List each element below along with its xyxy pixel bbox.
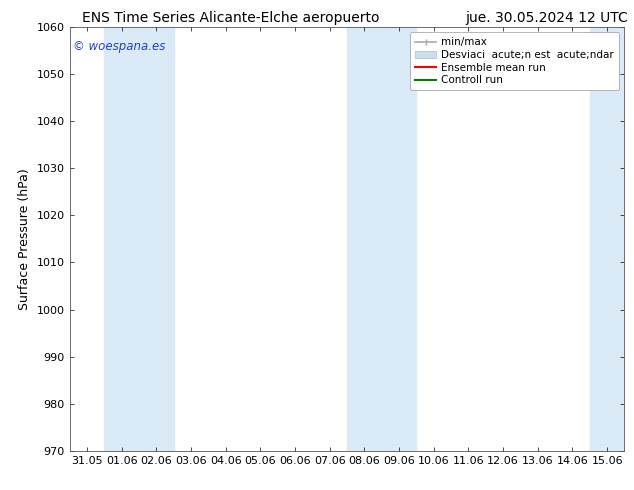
Legend: min/max, Desviaci  acute;n est  acute;ndar, Ensemble mean run, Controll run: min/max, Desviaci acute;n est acute;ndar… <box>410 32 619 90</box>
Y-axis label: Surface Pressure (hPa): Surface Pressure (hPa) <box>18 168 31 310</box>
Bar <box>590 27 624 451</box>
Text: jue. 30.05.2024 12 UTC: jue. 30.05.2024 12 UTC <box>465 11 628 25</box>
Bar <box>347 27 417 451</box>
Bar <box>105 27 174 451</box>
Text: ENS Time Series Alicante-Elche aeropuerto: ENS Time Series Alicante-Elche aeropuert… <box>82 11 380 25</box>
Text: © woespana.es: © woespana.es <box>72 40 165 52</box>
